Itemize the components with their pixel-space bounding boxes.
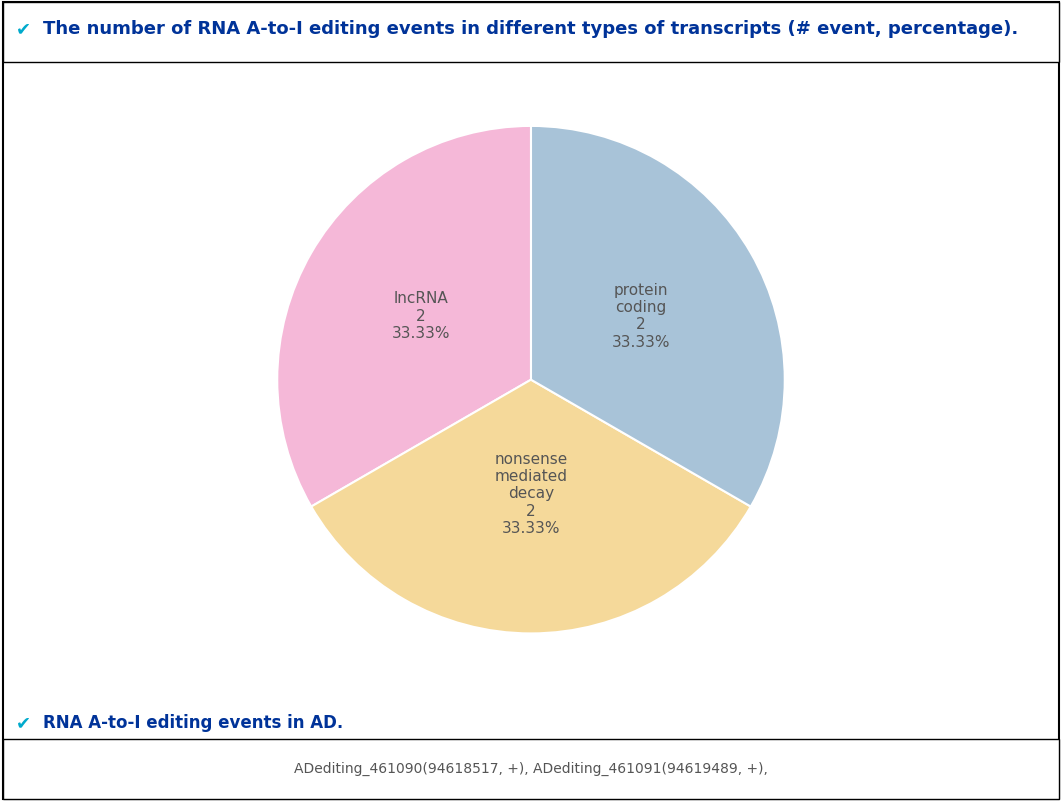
Text: The number of RNA A-to-I editing events in different types of transcripts (# eve: The number of RNA A-to-I editing events … xyxy=(44,21,1018,38)
FancyBboxPatch shape xyxy=(3,2,1059,62)
Text: ✔: ✔ xyxy=(16,21,31,38)
Wedge shape xyxy=(311,380,751,634)
Text: RNA A-to-I editing events in AD.: RNA A-to-I editing events in AD. xyxy=(44,714,343,732)
Text: lncRNA
2
33.33%: lncRNA 2 33.33% xyxy=(392,292,450,341)
Wedge shape xyxy=(531,126,785,506)
Text: protein
coding
2
33.33%: protein coding 2 33.33% xyxy=(612,283,670,350)
Wedge shape xyxy=(277,126,531,506)
Text: nonsense
mediated
decay
2
33.33%: nonsense mediated decay 2 33.33% xyxy=(495,452,567,536)
Text: ADediting_461090(94618517, +), ADediting_461091(94619489, +),: ADediting_461090(94618517, +), ADediting… xyxy=(294,762,768,775)
FancyBboxPatch shape xyxy=(3,739,1059,799)
Text: ✔: ✔ xyxy=(16,714,31,732)
